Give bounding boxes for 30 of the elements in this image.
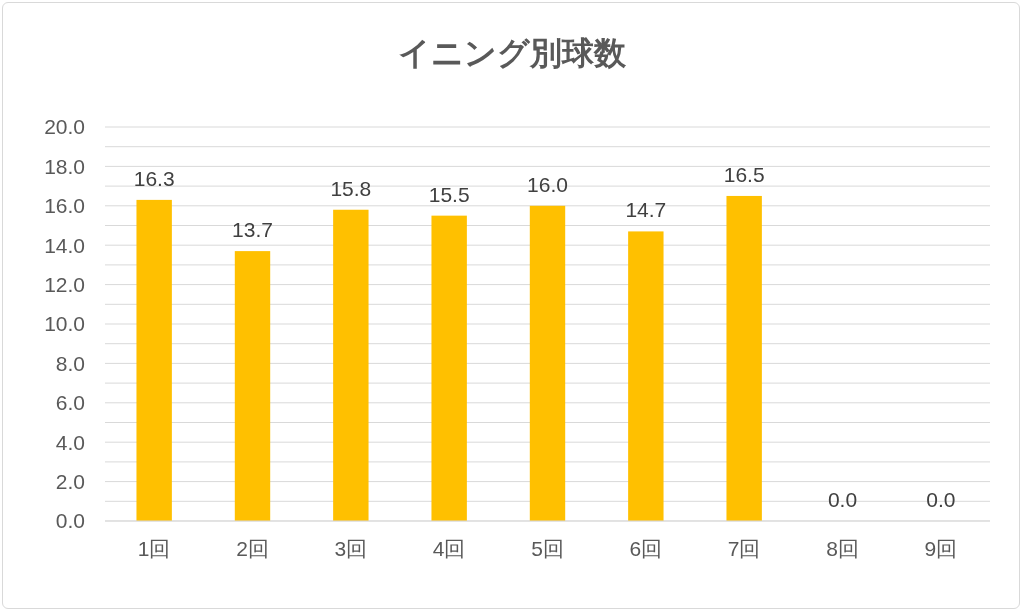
data-label: 16.0 [527, 172, 568, 196]
x-tick-label: 2回 [236, 536, 269, 560]
y-tick-label: 12.0 [44, 273, 85, 297]
data-label: 15.5 [428, 182, 470, 206]
x-tick-label: 7回 [727, 536, 761, 560]
data-label: 0.0 [926, 488, 956, 511]
data-label: 16.5 [723, 162, 765, 186]
x-tick-label: 8回 [826, 536, 859, 560]
y-tick-label: 4.0 [55, 430, 85, 454]
x-tick-label: 1回 [137, 536, 171, 560]
y-tick-label: 8.0 [55, 351, 85, 375]
data-label: 13.7 [232, 218, 273, 242]
data-label: 14.7 [625, 198, 667, 222]
y-tick-label: 14.0 [44, 233, 85, 257]
data-label: 0.0 [827, 488, 858, 511]
x-tick-label: 6回 [629, 536, 663, 560]
y-tick-label: 16.0 [44, 194, 85, 218]
x-tick-label: 5回 [531, 536, 564, 560]
data-label: 15.8 [330, 176, 372, 200]
y-tick-label: 20.0 [44, 115, 85, 139]
x-tick-label: 4回 [432, 536, 466, 560]
x-tick-label: 9回 [924, 536, 958, 560]
x-tick-label: 3回 [334, 536, 368, 560]
y-tick-label: 6.0 [55, 391, 85, 415]
chart-title: イニング別球数 [397, 34, 627, 73]
y-tick-label: 10.0 [44, 312, 85, 336]
y-tick-label: 0.0 [55, 509, 85, 533]
y-tick-label: 2.0 [55, 470, 85, 494]
y-tick-label: 18.0 [44, 154, 85, 178]
data-label: 16.3 [133, 166, 175, 190]
